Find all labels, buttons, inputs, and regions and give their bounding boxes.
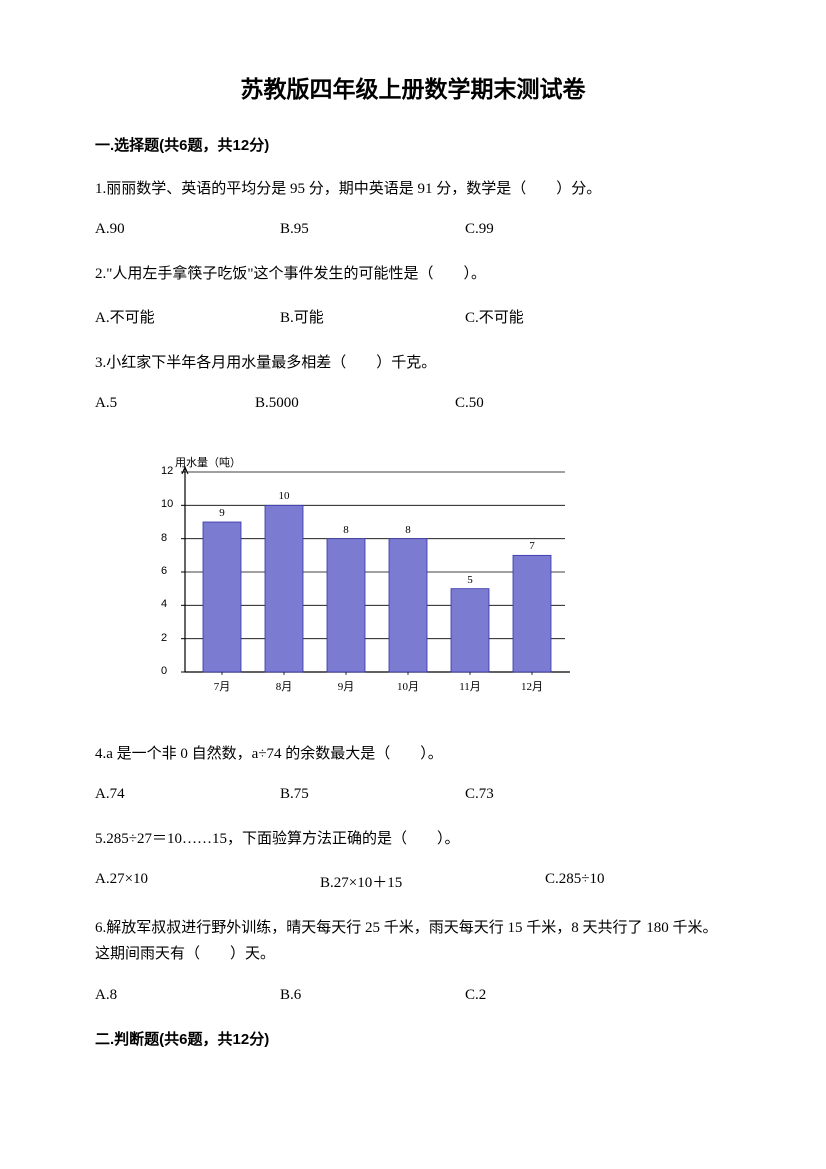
q1-option-c: C.99 (465, 221, 650, 238)
chart-svg (135, 452, 585, 712)
q4-option-b: B.75 (280, 786, 465, 803)
y-axis-label: 用水量（吨） (175, 454, 241, 470)
q2-option-b: B.可能 (280, 306, 465, 327)
question-4-options: A.74 B.75 C.73 (95, 786, 731, 803)
q4-option-c: C.73 (465, 786, 650, 803)
x-category-label: 10月 (388, 678, 428, 694)
q5-option-b: B.27×10＋15 (320, 871, 545, 892)
q3-option-a: A.5 (95, 395, 255, 412)
q2-option-a: A.不可能 (95, 306, 280, 327)
question-5: 5.285÷27＝10……15，下面验算方法正确的是（ ）。 (95, 827, 731, 851)
q6-option-c: C.2 (465, 987, 650, 1004)
q4-option-a: A.74 (95, 786, 280, 803)
y-tick-label: 2 (161, 632, 167, 644)
section1-header: 一.选择题(共6题，共12分) (95, 134, 731, 155)
q3-option-b: B.5000 (255, 395, 455, 412)
question-5-options: A.27×10 B.27×10＋15 C.285÷10 (95, 871, 731, 892)
q3-option-c: C.50 (455, 395, 640, 412)
y-tick-label: 10 (161, 498, 173, 510)
bar-value-label: 9 (202, 507, 242, 519)
question-4: 4.a 是一个非 0 自然数，a÷74 的余数最大是（ ）。 (95, 742, 731, 766)
q6-option-b: B.6 (280, 987, 465, 1004)
q5-option-c: C.285÷10 (545, 871, 730, 892)
y-tick-label: 12 (161, 465, 173, 477)
bar-value-label: 8 (326, 524, 366, 536)
x-category-label: 8月 (264, 678, 304, 694)
question-6: 6.解放军叔叔进行野外训练，晴天每天行 25 千米，雨天每天行 15 千米，8 … (95, 916, 731, 967)
water-usage-chart: 0 2 4 6 8 10 12用水量（吨） 9 7月 10 8月 8 9月 8 10月 5 11月 7 12月 (135, 452, 575, 712)
x-category-label: 12月 (512, 678, 552, 694)
bar-value-label: 7 (512, 540, 552, 552)
section2-header: 二.判断题(共6题，共12分) (95, 1028, 731, 1049)
bar-value-label: 8 (388, 524, 428, 536)
q1-option-a: A.90 (95, 221, 280, 238)
question-2: 2."人用左手拿筷子吃饭"这个事件发生的可能性是（ ）。 (95, 262, 731, 286)
question-3-options: A.5 B.5000 C.50 (95, 395, 731, 412)
y-tick-label: 4 (161, 598, 167, 610)
x-category-label: 9月 (326, 678, 366, 694)
q5-option-a: A.27×10 (95, 871, 320, 892)
question-2-options: A.不可能 B.可能 C.不可能 (95, 306, 731, 327)
bar-value-label: 5 (450, 574, 490, 586)
q6-option-a: A.8 (95, 987, 280, 1004)
page-title: 苏教版四年级上册数学期末测试卷 (95, 70, 731, 104)
y-tick-label: 6 (161, 565, 167, 577)
question-3: 3.小红家下半年各月用水量最多相差（ ）千克。 (95, 351, 731, 375)
question-1: 1.丽丽数学、英语的平均分是 95 分，期中英语是 91 分，数学是（ ）分。 (95, 177, 731, 201)
q1-option-b: B.95 (280, 221, 465, 238)
question-6-options: A.8 B.6 C.2 (95, 987, 731, 1004)
q2-option-c: C.不可能 (465, 306, 650, 327)
bar-value-label: 10 (264, 490, 304, 502)
y-tick-label: 0 (161, 665, 167, 677)
y-tick-label: 8 (161, 532, 167, 544)
question-1-options: A.90 B.95 C.99 (95, 221, 731, 238)
x-category-label: 7月 (202, 678, 242, 694)
x-category-label: 11月 (450, 678, 490, 694)
